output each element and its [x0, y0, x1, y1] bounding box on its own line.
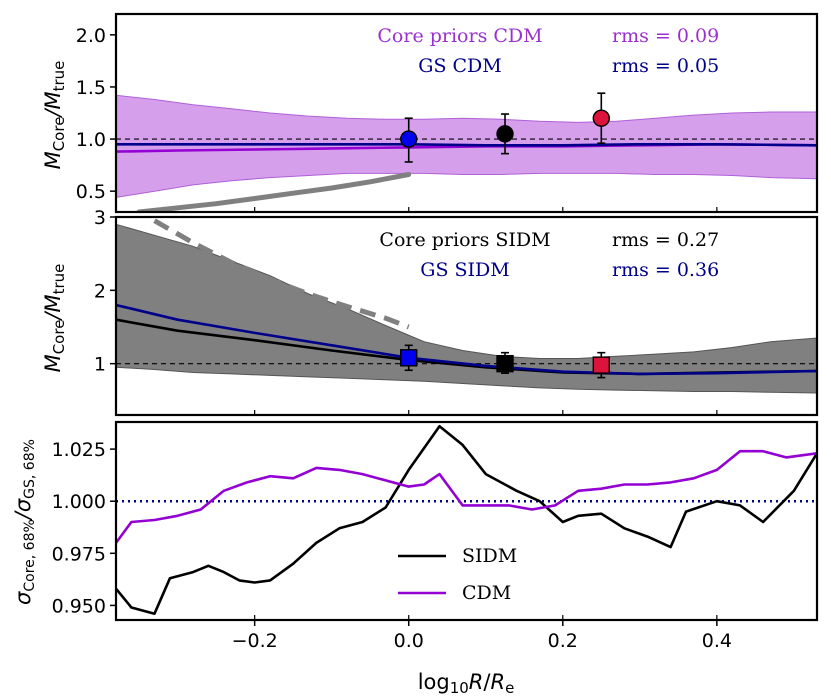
series-reference-curve-sidm — [153, 218, 410, 330]
data-point-0-1 — [496, 125, 514, 143]
bottom-panel-sigma-ratio — [116, 424, 817, 615]
middle-y-axis-label: MCore/Mtrue — [41, 264, 68, 373]
series-gs-sidm — [116, 303, 817, 376]
x-tick-label-3: 0.4 — [702, 630, 732, 652]
series-cdm — [116, 449, 817, 545]
data-point-1-2 — [592, 356, 611, 374]
bottom-y-axis-label: σCore, 68%/σGS, 68% — [11, 439, 38, 605]
bottom-panel-ticks: 0.950 0.975 1.000 1.025 −0.2 0.0 0.2 0.4 — [52, 439, 732, 652]
data-point-0-0 — [400, 130, 418, 148]
x-tick-label-1: 0.0 — [394, 630, 424, 652]
y-tick-label-2-1: 0.975 — [52, 543, 106, 565]
data-point-0-2 — [592, 109, 611, 127]
top-annotation-gs-cdm-rms: rms = 0.05 — [612, 55, 719, 77]
y-tick-label-0-1: 1.0 — [76, 129, 106, 151]
y-tick-label-0-2: 1.5 — [76, 77, 106, 99]
middle-annotation-core-priors-sidm-rms: rms = 0.27 — [612, 229, 719, 251]
top-annotation-core-priors-cdm: Core priors CDM — [377, 25, 542, 47]
y-tick-label-2-0: 0.950 — [52, 595, 106, 617]
series-gs-cdm — [116, 143, 817, 147]
x-tick-label-0: −0.2 — [232, 630, 278, 652]
y-tick-label-1-1: 2 — [94, 280, 106, 302]
series-sidm — [116, 424, 817, 615]
series-reference-curve-cdm — [136, 172, 412, 212]
bottom-panel-frame — [114, 420, 819, 622]
top-panel-frame — [114, 12, 819, 214]
y-tick-label-1-0: 1 — [94, 354, 106, 376]
core-priors-sidm-68-band — [116, 223, 817, 394]
legend: SIDM CDM — [398, 545, 517, 604]
x-tick-label-2: 0.2 — [548, 630, 578, 652]
y-tick-label-2-3: 1.025 — [52, 439, 106, 461]
data-point-1-0 — [400, 349, 418, 367]
top-panel-cdm — [116, 92, 817, 212]
middle-panel-sidm — [116, 218, 817, 394]
legend-cdm-label: CDM — [462, 582, 511, 604]
middle-annotation-gs-sidm-rms: rms = 0.36 — [612, 259, 719, 281]
y-tick-label-1-2: 3 — [94, 207, 106, 229]
top-annotation-gs-cdm: GS CDM — [418, 55, 501, 77]
top-y-axis-label: MCore/Mtrue — [41, 61, 68, 170]
y-tick-label-2-2: 1.000 — [52, 491, 106, 513]
middle-panel-frame — [114, 215, 819, 417]
y-tick-label-0-3: 2.0 — [76, 25, 106, 47]
legend-sidm-label: SIDM — [462, 545, 517, 567]
middle-annotation-gs-sidm: GS SIDM — [420, 259, 509, 281]
top-panel-ticks: 0.5 1.0 1.5 2.0 — [76, 25, 718, 212]
middle-panel-ticks: 1 2 3 — [94, 207, 718, 415]
data-point-1-1 — [496, 354, 514, 373]
middle-annotation-core-priors-sidm: Core priors SIDM — [379, 229, 550, 251]
x-axis-label: log10R/Re — [418, 670, 515, 697]
y-tick-label-0-0: 0.5 — [76, 181, 106, 203]
top-annotation-core-priors-cdm-rms: rms = 0.09 — [612, 25, 719, 47]
